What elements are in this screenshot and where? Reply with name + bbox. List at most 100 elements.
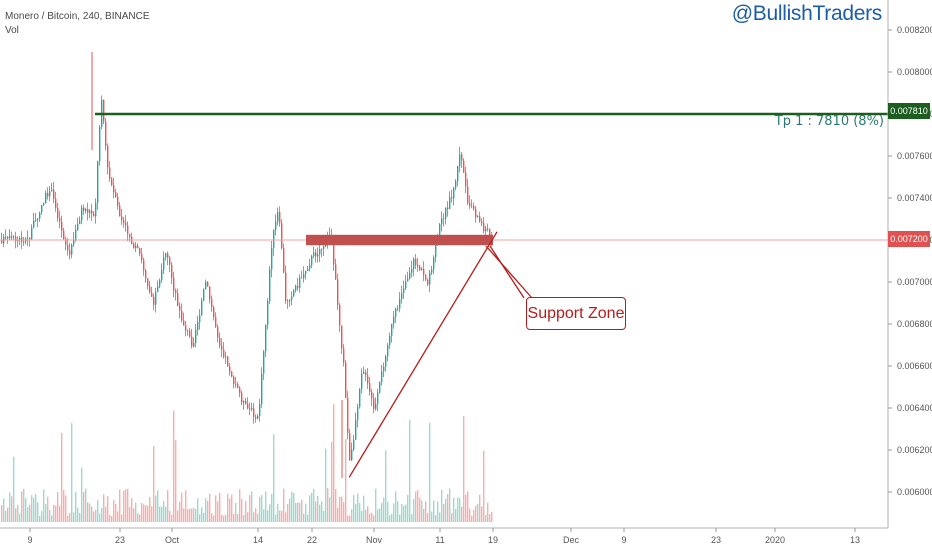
volume-bar	[155, 495, 157, 522]
volume-bar	[365, 509, 367, 522]
candle-body	[485, 228, 487, 231]
candle-body	[421, 269, 423, 271]
volume-bar	[349, 515, 351, 522]
volume-bar	[427, 513, 429, 522]
volume-bar	[395, 491, 397, 522]
volume-bar	[439, 512, 441, 522]
volume-bar	[33, 497, 35, 522]
candle-body	[435, 244, 437, 258]
candle-body	[475, 208, 477, 218]
volume-bar	[461, 506, 463, 522]
candle-body	[367, 375, 369, 384]
support-zone-callout[interactable]: Support Zone	[526, 297, 626, 330]
volume-bar	[185, 490, 187, 522]
time-tick-label: Nov	[366, 535, 383, 545]
candle-body	[7, 236, 9, 239]
candle-body	[287, 300, 289, 302]
volume-bar	[281, 510, 283, 522]
volume-bar	[269, 504, 271, 522]
volume-bar	[87, 502, 89, 522]
volume-bar	[29, 504, 31, 522]
current-price-tag: 0.007200	[888, 231, 930, 247]
volume-bar	[325, 448, 327, 522]
volume-bar	[289, 498, 291, 522]
volume-bar	[181, 492, 183, 522]
candle-body	[153, 296, 155, 305]
candle-body	[31, 227, 33, 240]
volume-bar	[169, 510, 171, 522]
volume-bar	[277, 503, 279, 522]
volume-bar	[55, 505, 57, 522]
volume-bar	[367, 506, 369, 522]
candle-body	[285, 272, 287, 301]
volume-bar	[295, 503, 297, 522]
candle-body	[273, 229, 275, 249]
volume-bar	[215, 495, 217, 522]
volume-bar	[457, 497, 459, 522]
candle-body	[359, 388, 361, 408]
candle-body	[445, 207, 447, 219]
candle-body	[9, 236, 11, 239]
candle-body	[439, 224, 441, 242]
volume-bar	[97, 500, 99, 522]
volume-bar	[353, 494, 355, 522]
volume-bar	[183, 508, 185, 522]
volume-bar	[323, 510, 325, 522]
candle-body	[295, 285, 297, 291]
candle-body	[473, 206, 475, 209]
volume-bar	[437, 501, 439, 522]
candle-body	[49, 191, 51, 197]
candle-body	[471, 205, 473, 207]
volume-bar	[35, 494, 37, 522]
candle-body	[143, 260, 145, 271]
candle-body	[109, 167, 111, 179]
candle-body	[311, 255, 313, 266]
volume-bar	[233, 514, 235, 522]
candle-body	[279, 212, 281, 224]
candle-body	[197, 322, 199, 331]
volume-bar	[467, 491, 469, 522]
candle-body	[441, 218, 443, 225]
volume-bar	[317, 495, 319, 522]
candle-body	[155, 292, 157, 305]
candle-body	[125, 222, 127, 226]
volume-bar	[151, 506, 153, 522]
candle-body	[371, 392, 373, 399]
time-tick-label: 9	[621, 535, 626, 545]
candle-body	[213, 307, 215, 318]
volume-bar	[159, 506, 161, 522]
volume-bar	[347, 515, 349, 522]
volume-bar	[475, 505, 477, 522]
candle-body	[341, 325, 343, 349]
callout-pointer	[485, 245, 533, 299]
candle-body	[385, 356, 387, 367]
candle-body	[305, 271, 307, 275]
volume-bar	[219, 492, 221, 522]
candle-body	[201, 300, 203, 316]
candle-body	[321, 248, 323, 250]
candle-body	[463, 160, 465, 173]
volume-bar	[3, 498, 5, 522]
volume-bar	[85, 488, 87, 522]
volume-bar	[113, 500, 115, 522]
volume-bar	[15, 508, 17, 522]
candle-body	[239, 387, 241, 393]
volume-bar	[115, 503, 117, 522]
volume-bar	[321, 501, 323, 522]
volume-bar	[385, 450, 387, 522]
volume-bar	[339, 496, 341, 522]
candle-body	[207, 281, 209, 287]
candle-body	[235, 383, 237, 385]
candle-body	[301, 277, 303, 279]
candle-body	[23, 241, 25, 243]
volume-bar	[221, 514, 223, 522]
candle-body	[263, 351, 265, 374]
candle-body	[361, 373, 363, 389]
volume-bar	[91, 506, 93, 522]
candle-body	[261, 373, 263, 405]
volume-bar	[71, 423, 73, 522]
volume-bar	[487, 502, 489, 522]
candle-body	[195, 330, 197, 344]
